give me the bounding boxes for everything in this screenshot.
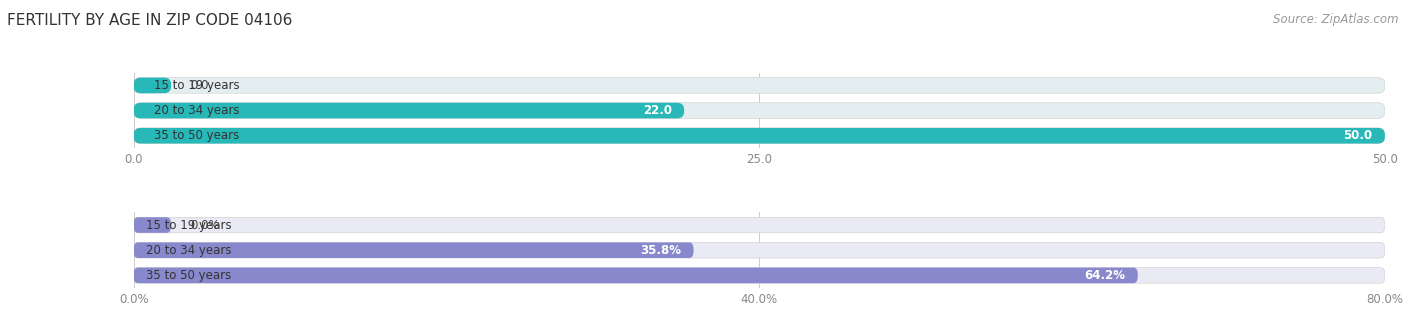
Text: 35.8%: 35.8%	[640, 244, 681, 257]
Text: 20 to 34 years: 20 to 34 years	[153, 104, 239, 117]
Text: FERTILITY BY AGE IN ZIP CODE 04106: FERTILITY BY AGE IN ZIP CODE 04106	[7, 13, 292, 28]
Text: 15 to 19 years: 15 to 19 years	[146, 218, 232, 232]
FancyBboxPatch shape	[134, 267, 1137, 283]
Text: Source: ZipAtlas.com: Source: ZipAtlas.com	[1274, 13, 1399, 26]
Text: 35 to 50 years: 35 to 50 years	[146, 269, 232, 282]
Text: 0.0%: 0.0%	[190, 218, 219, 232]
Text: 0.0: 0.0	[190, 79, 208, 92]
Text: 35 to 50 years: 35 to 50 years	[153, 129, 239, 142]
FancyBboxPatch shape	[134, 103, 685, 118]
FancyBboxPatch shape	[134, 267, 1385, 283]
FancyBboxPatch shape	[134, 77, 172, 93]
FancyBboxPatch shape	[134, 103, 1385, 118]
FancyBboxPatch shape	[134, 128, 1385, 144]
FancyBboxPatch shape	[134, 242, 1385, 258]
Text: 22.0: 22.0	[643, 104, 672, 117]
Text: 64.2%: 64.2%	[1084, 269, 1125, 282]
Text: 15 to 19 years: 15 to 19 years	[153, 79, 239, 92]
FancyBboxPatch shape	[134, 242, 693, 258]
FancyBboxPatch shape	[134, 217, 1385, 233]
Text: 20 to 34 years: 20 to 34 years	[146, 244, 232, 257]
Text: 50.0: 50.0	[1343, 129, 1372, 142]
FancyBboxPatch shape	[134, 217, 172, 233]
FancyBboxPatch shape	[134, 128, 1385, 144]
FancyBboxPatch shape	[134, 77, 1385, 93]
